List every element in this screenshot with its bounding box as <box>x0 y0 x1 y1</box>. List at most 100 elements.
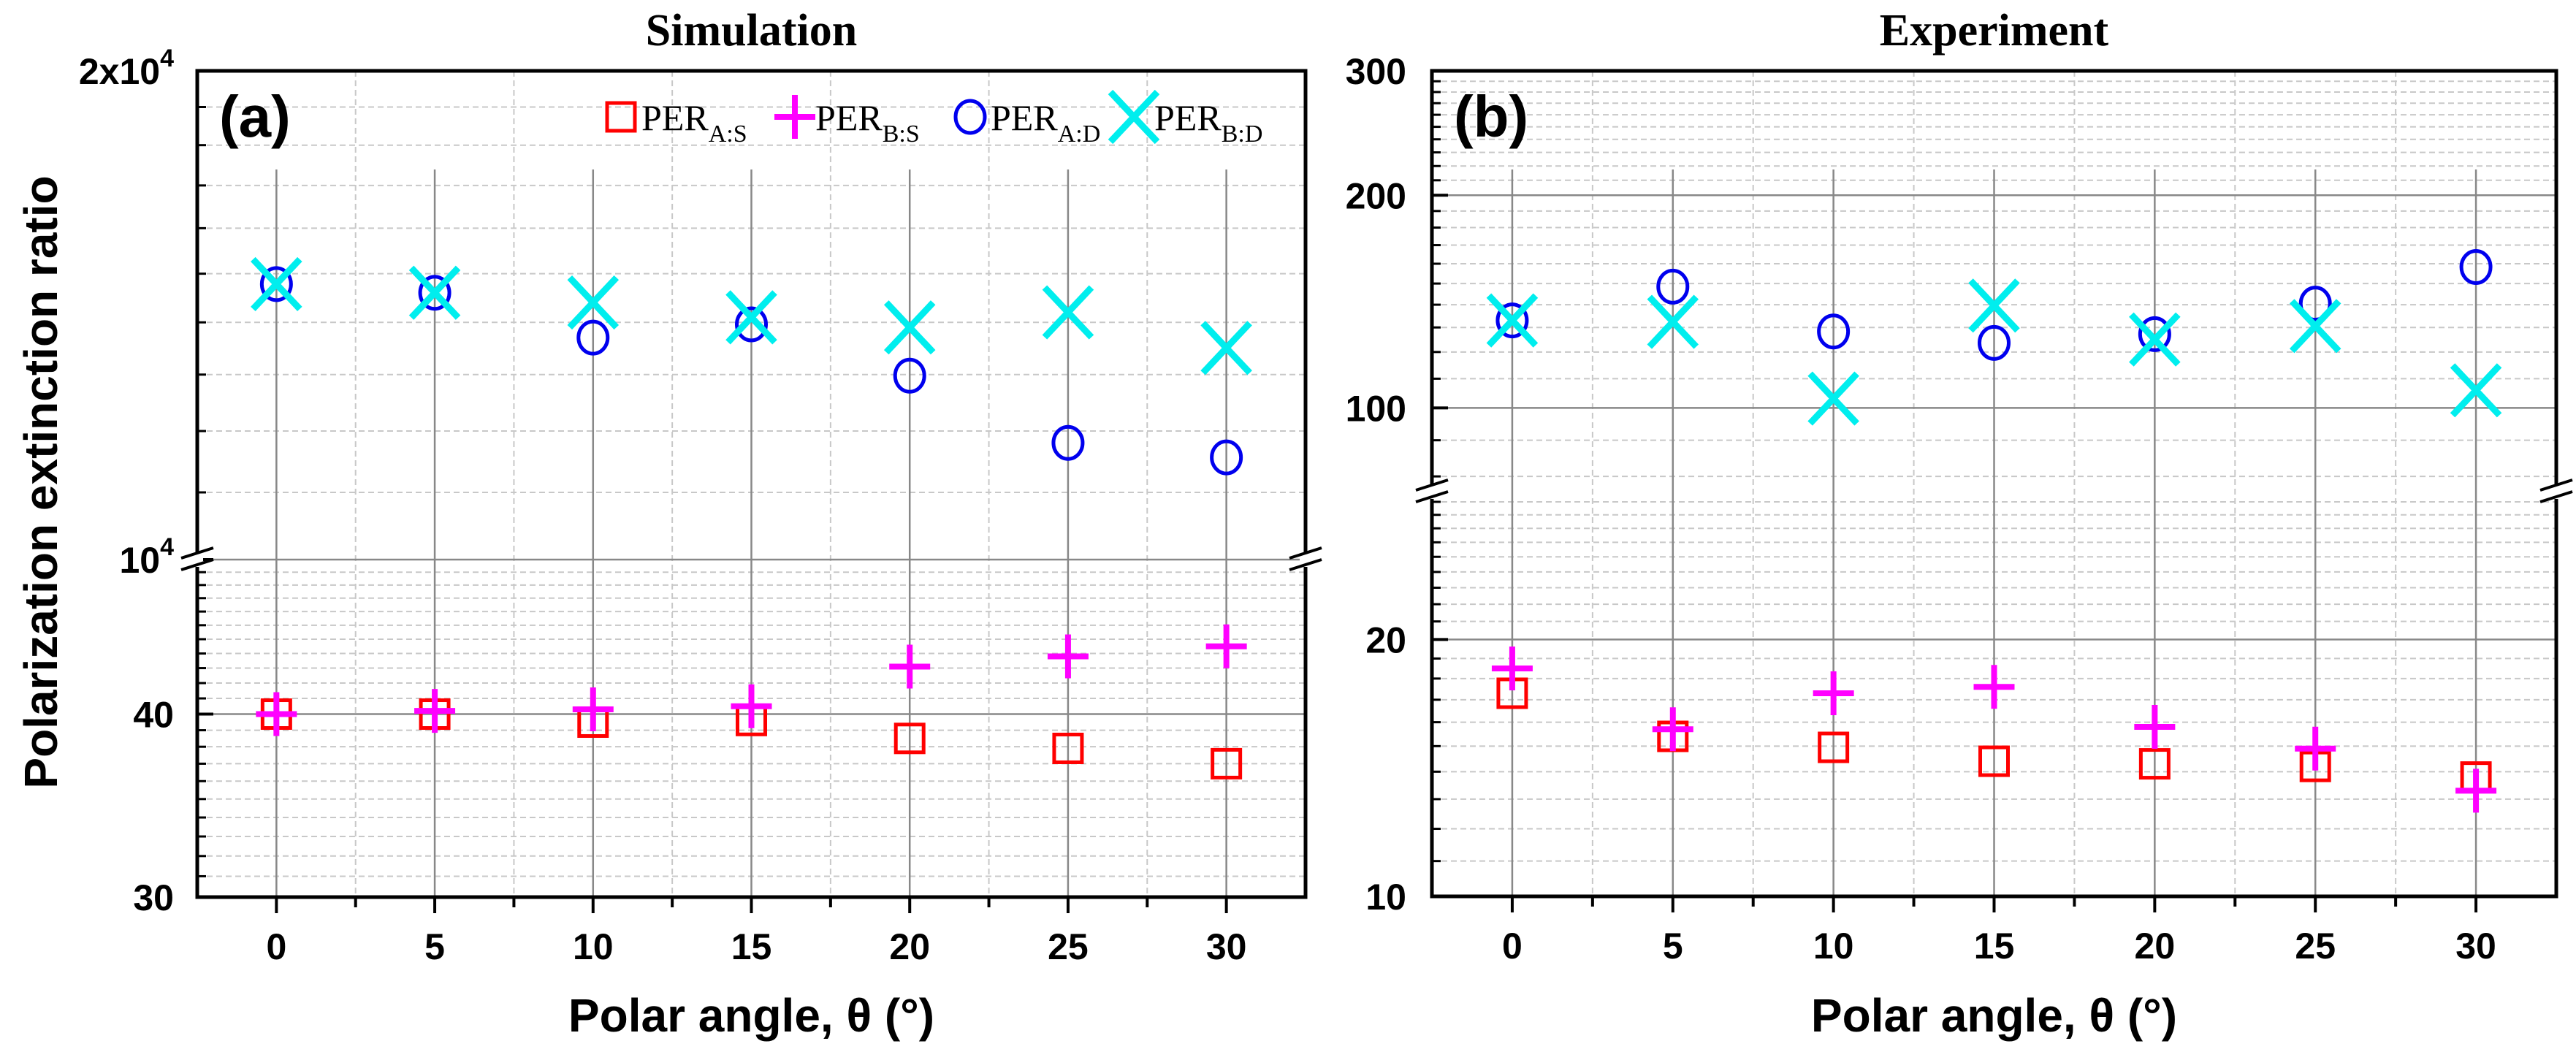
data-point-circle <box>735 306 768 343</box>
data-point-plus <box>774 95 815 139</box>
y-tick-text: 30 <box>133 877 174 918</box>
data-point-x <box>1486 293 1539 348</box>
data-point-circle <box>893 357 926 394</box>
data-point-circle <box>1817 313 1851 350</box>
x-tick-label: 10 <box>1813 926 1854 966</box>
series-a-d <box>1495 248 2493 361</box>
x-tick-label: 25 <box>1048 926 1089 967</box>
axis-break-mark <box>2539 478 2573 492</box>
series-a-d <box>259 266 1243 476</box>
data-point-plus <box>1205 624 1247 668</box>
data-point-circle <box>2459 248 2493 285</box>
data-point-circle <box>1978 324 2011 361</box>
data-point-square <box>605 101 637 133</box>
legend-label-base: PER <box>641 97 709 138</box>
y-tick-exponent: 4 <box>160 45 174 72</box>
data-point-x <box>1042 285 1094 340</box>
legend-label-base: PER <box>815 97 883 138</box>
panel-label: (b) <box>1454 84 1528 149</box>
y-axis-title: Polarization extinction ratio <box>15 175 67 788</box>
legend-label-subscript: B:S <box>883 121 920 148</box>
data-point-x <box>2450 363 2502 418</box>
axis-break-mark <box>1289 558 1322 571</box>
x-tick-label: 20 <box>2135 926 2176 966</box>
data-point-circle <box>2298 286 2332 322</box>
y-tick-text: 20 <box>1365 619 1406 660</box>
data-point-x <box>2129 312 2181 367</box>
data-point-x <box>2289 299 2341 354</box>
axis-break-mark <box>1415 478 1449 492</box>
axis-break-mark <box>1415 490 1449 503</box>
data-point-plus <box>1491 646 1533 690</box>
y-tick-text: 10 <box>1365 877 1406 918</box>
data-point-square <box>1978 745 2010 777</box>
data-point-circle <box>953 99 987 135</box>
data-point-x <box>1108 89 1160 145</box>
y-tick-label: 20 <box>1365 619 1406 660</box>
y-tick-text: 200 <box>1346 175 1406 216</box>
series-b-d <box>1486 278 2502 426</box>
data-point-plus <box>1973 665 2015 709</box>
data-point-x <box>1200 321 1252 375</box>
x-tick-label: 15 <box>731 926 772 967</box>
x-tick-label: 30 <box>2455 926 2496 966</box>
y-tick-label: 100 <box>1346 388 1406 429</box>
data-point-plus <box>572 687 614 732</box>
axis-break-mark <box>180 558 214 571</box>
legend-label: PERB:D <box>1154 97 1262 148</box>
data-point-x <box>883 300 936 355</box>
legend-label-subscript: B:D <box>1222 121 1263 148</box>
y-tick-label: 200 <box>1346 175 1406 216</box>
y-tick-text: 300 <box>1346 51 1406 92</box>
data-point-square <box>1052 732 1084 764</box>
data-point-x <box>1647 294 1699 349</box>
data-point-x <box>725 290 777 345</box>
axis-break-mark <box>1289 546 1322 560</box>
panel-title: Experiment <box>1880 6 2109 56</box>
data-point-circle <box>1210 439 1243 476</box>
data-point-square <box>1818 731 1850 763</box>
data-point-plus <box>731 684 772 728</box>
y-tick-label: 30 <box>133 877 174 918</box>
y-tick-text: 40 <box>133 695 174 736</box>
legend-label-subscript: A:S <box>709 121 747 148</box>
legend-label-subscript: A:D <box>1058 121 1101 148</box>
data-point-square <box>1211 747 1243 779</box>
data-point-x <box>408 265 461 320</box>
data-point-plus <box>2295 726 2336 771</box>
data-point-plus <box>1652 707 1693 752</box>
legend-item: PERA:D <box>953 97 1101 148</box>
data-point-plus <box>2455 769 2497 813</box>
axis-break-mark <box>180 546 214 560</box>
y-tick-label: 104 <box>119 533 174 581</box>
series-b-s <box>256 624 1247 736</box>
y-tick-text: 100 <box>1346 388 1406 429</box>
data-point-circle <box>1495 302 1529 339</box>
data-point-circle <box>1051 424 1085 461</box>
legend-label-base: PER <box>991 97 1058 138</box>
y-tick-label: 40 <box>133 695 174 736</box>
x-tick-label: 0 <box>266 926 286 967</box>
x-axis-title: Polar angle, θ (°) <box>568 989 934 1042</box>
x-tick-label: 25 <box>2295 926 2336 966</box>
data-point-circle <box>259 266 293 302</box>
legend-item: PERA:S <box>605 97 747 148</box>
legend-label: PERB:S <box>815 97 920 148</box>
data-point-circle <box>418 275 451 311</box>
panel-b: 0 5 10 15 20 25 30 300 200 100 20 10 Experiment (b) Po… <box>1346 6 2573 1042</box>
series-b-s <box>1491 646 2497 813</box>
data-point-plus <box>889 644 931 689</box>
legend-label: PERA:S <box>641 97 747 148</box>
y-tick-label: 2x104 <box>79 45 174 92</box>
data-point-plus <box>256 692 297 736</box>
plot-frame <box>195 69 1308 899</box>
x-tick-label: 0 <box>1502 926 1523 966</box>
data-point-circle <box>1656 268 1690 305</box>
y-tick-text: 2x10 <box>79 51 160 92</box>
x-tick-label: 5 <box>1663 926 1683 966</box>
legend: PERA:S PERB:S PERA:D PERB:D <box>605 89 1262 148</box>
data-point-x <box>1968 278 2020 333</box>
x-tick-label: 30 <box>1206 926 1247 967</box>
data-point-plus <box>2134 704 2176 749</box>
